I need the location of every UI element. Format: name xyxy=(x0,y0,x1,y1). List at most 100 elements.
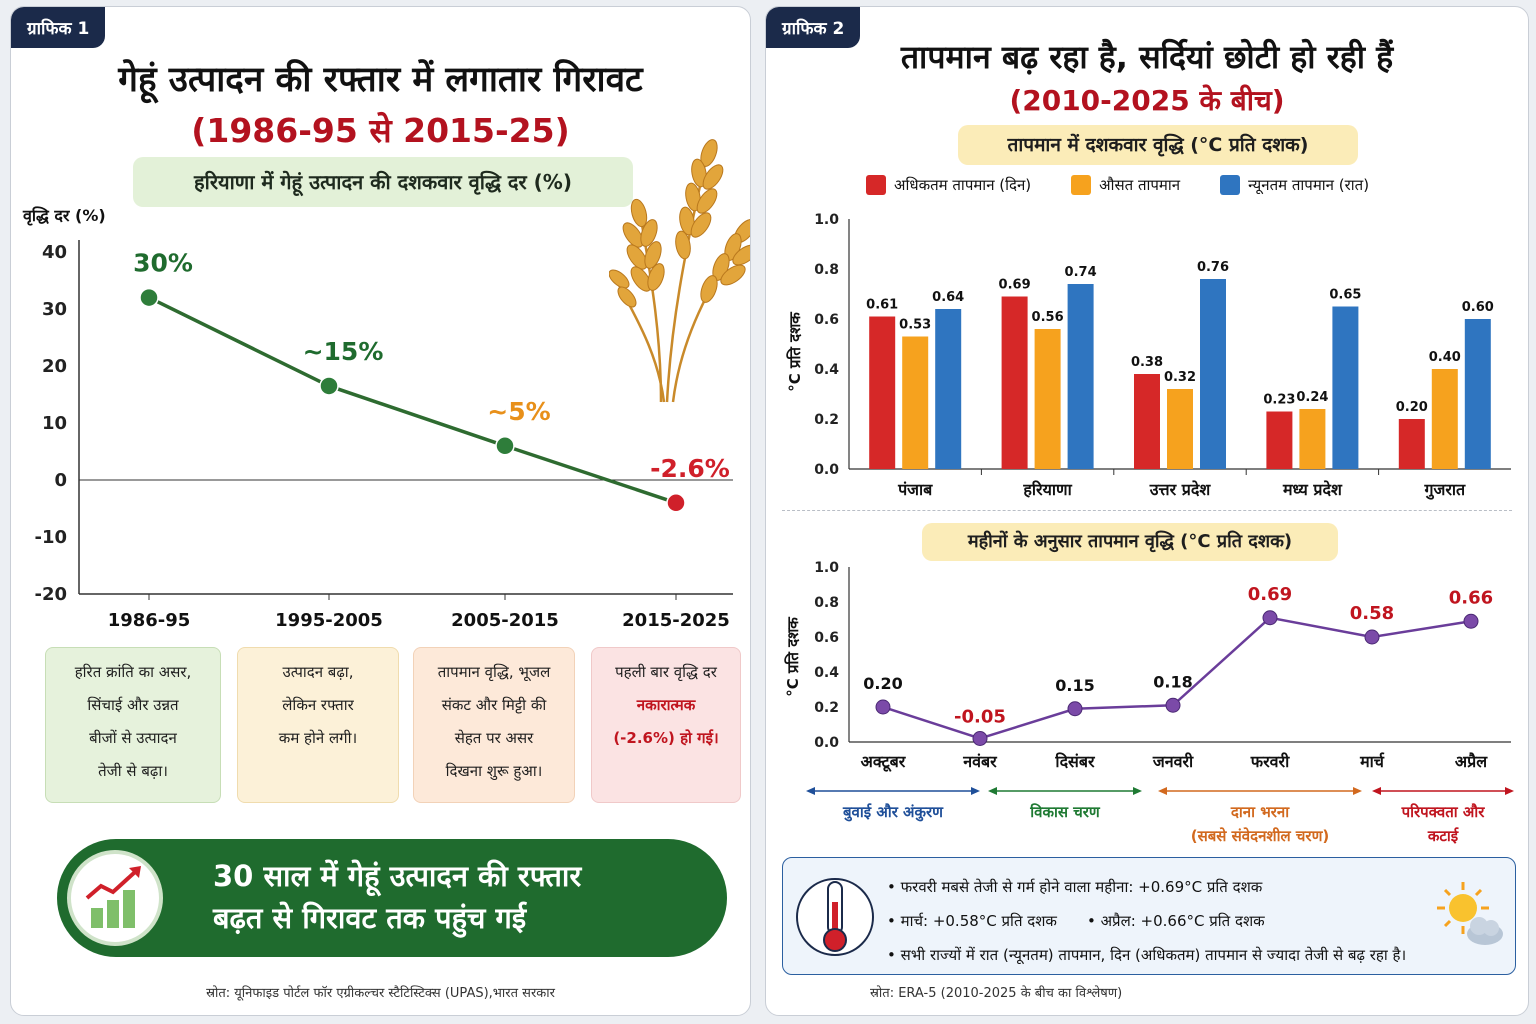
note-line: सिंचाई और उन्नत xyxy=(87,696,179,714)
findings-list: • फरवरी मबसे तेजी से गर्म होने वाला महीन… xyxy=(887,870,1406,972)
x-tick-label: उत्तर प्रदेश xyxy=(1149,480,1212,499)
thermometer-icon xyxy=(796,878,874,956)
panel-wheat-production: ग्राफिक 1 गेहूं उत्पादन की रफ्तार में लग… xyxy=(10,6,751,1016)
section-divider xyxy=(782,510,1512,511)
stage-arrow-head xyxy=(971,787,980,795)
note-box: उत्पादन बढ़ा, लेकिन रफ्तार कम होने लगी। xyxy=(237,647,399,803)
y-axis-label: °C प्रति दशक xyxy=(786,311,804,392)
page-title: तापमान बढ़ रहा है, सर्दियां छोटी हो रही … xyxy=(900,38,1394,76)
note-line: कम होने लगी। xyxy=(278,729,358,747)
x-tick-label: जनवरी xyxy=(1152,752,1194,771)
finding-4: • सभी राज्यों में रात (न्यूनतम) तापमान, … xyxy=(887,946,1407,964)
stage-label: विकास चरण xyxy=(1029,803,1101,821)
bar-chart-title: तापमान में दशकवार वृद्धि (°C प्रति दशक) xyxy=(958,125,1358,165)
growth-chart-icon xyxy=(67,850,163,946)
stage-arrow-head xyxy=(988,787,997,795)
x-tick-label: अक्टूबर xyxy=(861,752,907,772)
bar-value-label: 0.38 xyxy=(1131,355,1163,370)
x-tick-label: 2015-2025 xyxy=(622,610,730,631)
legend-item: अधिकतम तापमान (दिन) xyxy=(866,175,1031,195)
data-label: ~15% xyxy=(303,337,384,366)
stage-arrow-head xyxy=(806,787,815,795)
data-point xyxy=(1262,610,1278,626)
y-axis-label: वृद्धि दर (%) xyxy=(22,206,106,226)
bar-value-label: 0.40 xyxy=(1429,350,1461,365)
legend-label: अधिकतम तापमान (दिन) xyxy=(894,176,1032,194)
data-point xyxy=(1165,697,1181,713)
graphic-tag: ग्राफिक 1 xyxy=(11,7,106,48)
x-tick-label: 1995-2005 xyxy=(275,610,383,631)
bar xyxy=(1067,284,1094,469)
y-tick-label: 0 xyxy=(54,470,67,491)
note-line: (-2.6%) हो गई। xyxy=(613,729,719,747)
stage-arrow-head xyxy=(1353,787,1362,795)
note-line: संकट और मिट्टी की xyxy=(441,696,547,714)
bar-value-label: 0.64 xyxy=(932,290,964,305)
stage-arrow-head xyxy=(1372,787,1381,795)
temperature-bar-chart: °C प्रति दशक0.00.20.40.60.81.0पंजाब0.610… xyxy=(786,212,1511,500)
bar xyxy=(1398,419,1425,469)
finding-1: • फरवरी मबसे तेजी से गर्म होने वाला महीन… xyxy=(887,878,1263,896)
note-box: तापमान वृद्धि, भूजल संकट और मिट्टी की सेहत… xyxy=(413,647,575,803)
data-label: -0.05 xyxy=(954,707,1006,728)
note-line: तेजी से बढ़ा। xyxy=(98,762,168,780)
bar-value-label: 0.61 xyxy=(866,298,898,313)
bar xyxy=(902,336,929,469)
y-tick-label: 40 xyxy=(42,242,67,263)
data-label: 0.69 xyxy=(1248,584,1292,605)
bar-value-label: 0.69 xyxy=(999,278,1031,293)
monthly-temperature-line-chart: °C प्रति दशक 0.0 0.2 0.4 0.6 0.8 1.0 अक्टूबर नवं… xyxy=(784,560,1514,845)
bar xyxy=(1001,296,1028,469)
data-point xyxy=(495,436,515,456)
stage-arrow-head xyxy=(1505,787,1514,795)
bar xyxy=(1134,374,1160,469)
x-tick-label: गुजरात xyxy=(1423,480,1466,500)
growth-rate-line-chart: वृद्धि दर (%) 40 30 20 10 0 -10 -20 1986-95 1995-… xyxy=(22,206,733,631)
stage-label: परिपक्वता और xyxy=(1401,803,1486,821)
x-tick-label: दिसंबर xyxy=(1054,752,1096,771)
legend-label: न्यूनतम तापमान (रात) xyxy=(1248,176,1370,194)
note-line: उत्पादन बढ़ा, xyxy=(282,663,354,681)
y-tick-label: 0.0 xyxy=(814,462,839,478)
bar-value-label: 0.24 xyxy=(1296,390,1328,405)
bar xyxy=(1266,411,1293,469)
page-subtitle: (1986-95 से 2015-25) xyxy=(191,111,570,150)
bar xyxy=(869,316,896,469)
note-box: हरित क्रांति का असर, सिंचाई और उन्नत बीजों… xyxy=(45,647,221,803)
x-tick-label: पंजाब xyxy=(897,480,933,499)
bar xyxy=(935,309,962,469)
legend-swatch xyxy=(1071,175,1092,195)
legend-swatch xyxy=(866,175,886,195)
page-subtitle: (2010-2025 के बीच) xyxy=(1009,84,1285,117)
legend-swatch xyxy=(1220,175,1241,195)
y-tick-label: 30 xyxy=(42,299,67,320)
y-tick-label: -10 xyxy=(34,527,67,548)
y-tick-label: 10 xyxy=(42,413,67,434)
bar-value-label: 0.74 xyxy=(1065,265,1097,280)
x-tick-label: 2005-2015 xyxy=(451,610,559,631)
data-label: 0.15 xyxy=(1055,676,1094,695)
y-tick-label: 0.4 xyxy=(814,362,839,378)
note-line: दिखना शुरू हुआ। xyxy=(445,762,543,780)
x-tick-label: मार्च xyxy=(1359,752,1385,771)
x-tick-label: 1986-95 xyxy=(108,610,191,631)
bar-value-label: 0.23 xyxy=(1263,393,1295,408)
y-tick-label: 20 xyxy=(42,356,67,377)
data-label: 0.66 xyxy=(1449,587,1493,608)
data-label: 0.58 xyxy=(1350,603,1394,624)
data-label: 0.18 xyxy=(1153,672,1192,691)
note-box: पहली बार वृद्धि दर नकारात्मक (-2.6%) हो गई… xyxy=(591,647,741,803)
bar-value-label: 0.32 xyxy=(1164,370,1196,385)
source-text: स्रोत: यूनिफाइड पोर्टल फॉर एग्रीकल्चर स्… xyxy=(206,986,555,1001)
bar-value-label: 0.60 xyxy=(1462,300,1494,315)
y-tick-label: 0.8 xyxy=(814,595,839,611)
data-point xyxy=(666,493,686,513)
bar xyxy=(1200,279,1226,469)
note-line: सेहत पर असर xyxy=(454,729,534,747)
note-line: लेकिन रफ्तार xyxy=(282,696,354,714)
stage-label: बुवाई और अंकुरण xyxy=(842,803,944,822)
bar xyxy=(1464,319,1491,469)
bar-value-label: 0.56 xyxy=(1032,310,1064,325)
data-label: 30% xyxy=(133,249,193,278)
bar xyxy=(1299,409,1326,469)
